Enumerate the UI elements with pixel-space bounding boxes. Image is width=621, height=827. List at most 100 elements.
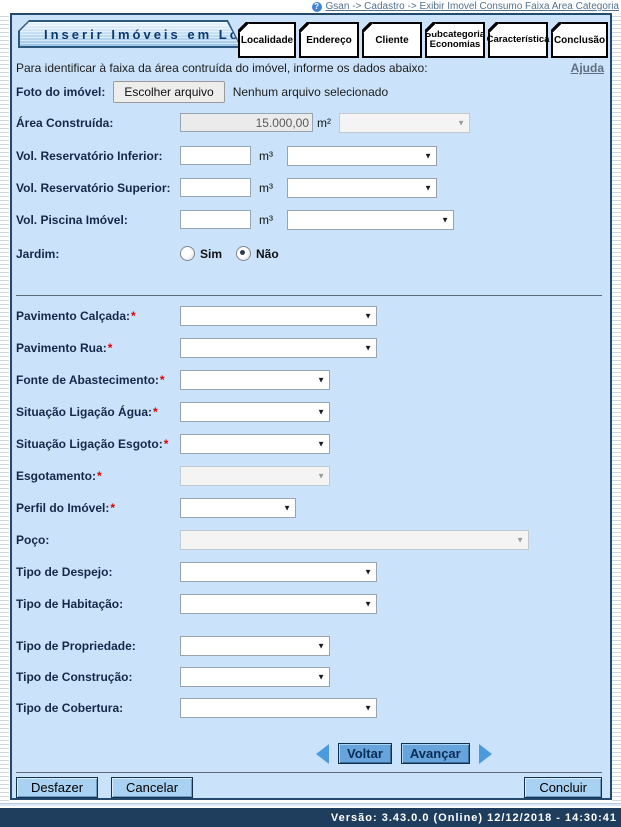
esgotamento-row: Esgotamento:* xyxy=(16,465,606,486)
tipo-propriedade-row: Tipo de Propriedade: xyxy=(16,635,606,656)
vol-piscina-row: Vol. Piscina Imóvel: m³ xyxy=(16,209,606,230)
tab-subcategoria-economias[interactable]: Subcategoria Economias xyxy=(425,22,485,58)
jardim-sim-label[interactable]: Sim xyxy=(200,246,223,261)
vol-reservatorio-inferior-label: Vol. Reservatório Inferior: xyxy=(16,148,163,163)
pavimento-calcada-row: Pavimento Calçada:* xyxy=(16,305,606,326)
tipo-habitacao-row: Tipo de Habitação: xyxy=(16,593,606,614)
poco-select xyxy=(180,529,529,550)
breadcrumb: Gsan -> Cadastro -> Exibir Imovel Consum… xyxy=(0,0,621,13)
right-edge-ruler xyxy=(612,0,621,827)
required-asterisk: * xyxy=(163,436,169,451)
tipo-propriedade-select[interactable] xyxy=(180,635,330,656)
required-asterisk: * xyxy=(97,468,102,483)
tab-localidade[interactable]: Localidade xyxy=(238,22,296,58)
wizard-nav: Voltar Avançar xyxy=(316,743,492,764)
tipo-cobertura-row: Tipo de Cobertura: xyxy=(16,697,606,718)
perfil-imovel-select[interactable] xyxy=(180,497,296,518)
concluir-button[interactable]: Concluir xyxy=(524,777,602,798)
main-panel: Inserir Imóveis em Lote Localidade Ender… xyxy=(10,13,612,800)
perfil-imovel-row: Perfil do Imóvel:* xyxy=(16,497,606,518)
foto-label: Foto do imóvel: xyxy=(16,84,106,99)
situacao-ligacao-esgoto-label: Situação Ligação Esgoto:* xyxy=(16,436,169,451)
vol-piscina-select[interactable] xyxy=(287,209,454,230)
esgotamento-select xyxy=(180,465,330,486)
tipo-cobertura-label: Tipo de Cobertura: xyxy=(16,700,124,715)
area-construida-input xyxy=(180,113,313,132)
foto-row: Foto do imóvel: Escolher arquivo Nenhum … xyxy=(16,80,606,103)
fonte-abastecimento-label: Fonte de Abastecimento:* xyxy=(16,372,165,387)
situacao-ligacao-agua-select[interactable] xyxy=(180,401,330,422)
voltar-button[interactable]: Voltar xyxy=(338,743,392,764)
wizard-tabs: Localidade Endereço Cliente Subcategoria… xyxy=(238,22,608,58)
perfil-imovel-label: Perfil do Imóvel:* xyxy=(16,500,116,515)
pavimento-calcada-select[interactable] xyxy=(180,305,377,326)
tipo-habitacao-select[interactable] xyxy=(180,593,377,614)
vol-inferior-unit-label: m³ xyxy=(259,148,273,163)
intro-text: Para identificar à faixa da área contruí… xyxy=(16,61,428,75)
tipo-despejo-select[interactable] xyxy=(180,561,377,582)
required-asterisk: * xyxy=(107,340,113,355)
desfazer-button[interactable]: Desfazer xyxy=(16,777,99,798)
jardim-nao-label[interactable]: Não xyxy=(256,246,279,261)
page-title-background: Inserir Imóveis em Lote xyxy=(20,22,240,46)
intro-row: Para identificar à faixa da área contruí… xyxy=(16,61,604,75)
required-asterisk: * xyxy=(153,404,158,419)
page-title-tab: Inserir Imóveis em Lote xyxy=(18,20,242,48)
esgotamento-label: Esgotamento:* xyxy=(16,468,102,483)
situacao-ligacao-esgoto-row: Situação Ligação Esgoto:* xyxy=(16,433,606,454)
jardim-nao-radio[interactable] xyxy=(236,246,252,261)
choose-file-button[interactable]: Escolher arquivo xyxy=(113,80,225,103)
help-icon[interactable] xyxy=(311,1,322,12)
area-unit-label: m² xyxy=(317,115,331,130)
vol-reservatorio-superior-input[interactable] xyxy=(180,178,251,197)
vol-reservatorio-inferior-row: Vol. Reservatório Inferior: m³ xyxy=(16,145,606,166)
tipo-construcao-row: Tipo de Construção: xyxy=(16,666,606,687)
pavimento-rua-select[interactable] xyxy=(180,337,377,358)
tipo-propriedade-label: Tipo de Propriedade: xyxy=(16,638,136,653)
tipo-despejo-label: Tipo de Despejo: xyxy=(16,564,113,579)
version-text: Versão: 3.43.0.0 (Online) 12/12/2018 - 1… xyxy=(330,811,617,824)
section-divider xyxy=(16,295,602,296)
vol-reservatorio-inferior-select[interactable] xyxy=(287,145,437,166)
tipo-construcao-label: Tipo de Construção: xyxy=(16,669,133,684)
cancelar-button[interactable]: Cancelar xyxy=(111,777,194,798)
ajuda-link[interactable]: Ajuda xyxy=(570,61,604,75)
fonte-abastecimento-select[interactable] xyxy=(180,369,330,390)
vol-reservatorio-superior-row: Vol. Reservatório Superior: m³ xyxy=(16,177,606,198)
tipo-construcao-select[interactable] xyxy=(180,666,330,687)
footer-separator xyxy=(0,803,621,806)
tab-conclusao[interactable]: Conclusão xyxy=(551,22,608,58)
back-arrow-icon[interactable] xyxy=(316,743,329,764)
vol-superior-unit-label: m³ xyxy=(259,180,273,195)
vol-piscina-label: Vol. Piscina Imóvel: xyxy=(16,212,128,227)
jardim-label: Jardim: xyxy=(16,246,60,261)
vol-reservatorio-superior-select[interactable] xyxy=(287,177,437,198)
pavimento-rua-label: Pavimento Rua:* xyxy=(16,340,113,355)
forward-arrow-icon[interactable] xyxy=(478,743,492,764)
vol-reservatorio-inferior-input[interactable] xyxy=(180,146,251,165)
area-construida-row: Área Construída: m² xyxy=(16,112,606,133)
vol-piscina-unit-label: m³ xyxy=(259,212,273,227)
actions-row: Desfazer Cancelar Concluir xyxy=(16,777,602,798)
file-status-text: Nenhum arquivo selecionado xyxy=(232,84,389,99)
tipo-cobertura-select[interactable] xyxy=(180,697,377,718)
vol-reservatorio-superior-label: Vol. Reservatório Superior: xyxy=(16,180,171,195)
jardim-sim-radio[interactable] xyxy=(180,246,195,261)
actions-divider xyxy=(16,772,602,773)
tab-caracteristica[interactable]: Característica xyxy=(487,22,549,58)
situacao-ligacao-esgoto-select[interactable] xyxy=(180,433,330,454)
required-asterisk: * xyxy=(159,372,165,387)
tab-cliente[interactable]: Cliente xyxy=(362,22,422,58)
required-asterisk: * xyxy=(131,308,136,323)
pavimento-calcada-label: Pavimento Calçada:* xyxy=(16,308,136,323)
pavimento-rua-row: Pavimento Rua:* xyxy=(16,337,606,358)
page-title: Inserir Imóveis em Lote xyxy=(44,26,259,42)
required-asterisk: * xyxy=(110,500,116,515)
avancar-button[interactable]: Avançar xyxy=(400,743,470,764)
breadcrumb-link[interactable]: Gsan -> Cadastro -> Exibir Imovel Consum… xyxy=(325,1,619,12)
footer-bar: Versão: 3.43.0.0 (Online) 12/12/2018 - 1… xyxy=(0,808,621,827)
tab-endereco[interactable]: Endereço xyxy=(299,22,359,58)
situacao-ligacao-agua-label: Situação Ligação Água:* xyxy=(16,404,158,419)
vol-piscina-input[interactable] xyxy=(180,210,251,229)
poco-row: Poço: xyxy=(16,529,606,550)
